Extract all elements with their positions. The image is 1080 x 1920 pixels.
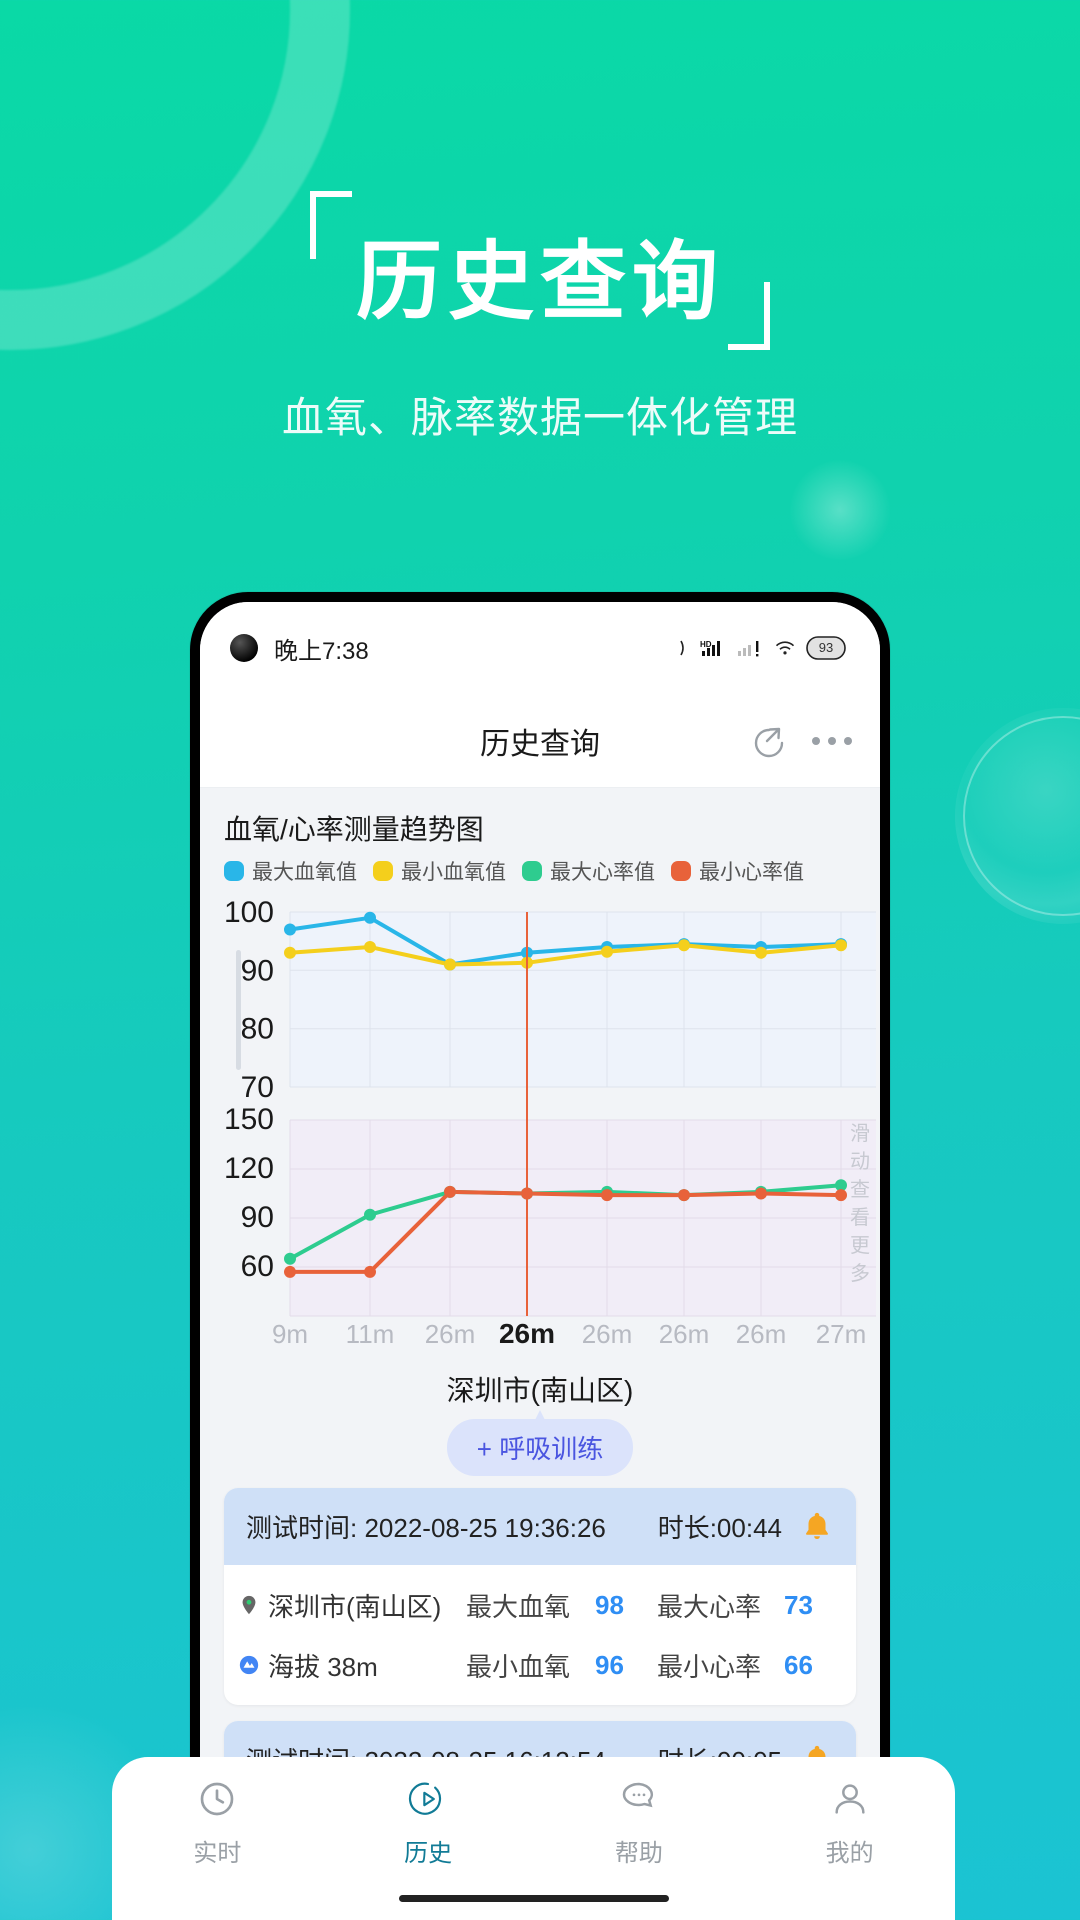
svg-text:90: 90 bbox=[241, 1201, 274, 1234]
svg-text:26m: 26m bbox=[736, 1319, 787, 1349]
svg-text:动: 动 bbox=[850, 1150, 870, 1173]
svg-text:100: 100 bbox=[224, 900, 274, 929]
svg-text:26m: 26m bbox=[425, 1319, 476, 1349]
svg-text:26m: 26m bbox=[499, 1318, 555, 1349]
svg-text:120: 120 bbox=[224, 1152, 274, 1185]
svg-text:9m: 9m bbox=[272, 1319, 308, 1349]
svg-text:11m: 11m bbox=[346, 1319, 395, 1349]
svg-text:HD: HD bbox=[700, 640, 712, 649]
svg-text:80: 80 bbox=[241, 1013, 274, 1046]
svg-text:26m: 26m bbox=[582, 1319, 633, 1349]
svg-text:70: 70 bbox=[241, 1071, 274, 1104]
svg-text:60: 60 bbox=[241, 1250, 274, 1283]
svg-text:26m: 26m bbox=[659, 1319, 710, 1349]
svg-text:更: 更 bbox=[850, 1235, 870, 1257]
svg-text:查: 查 bbox=[850, 1178, 870, 1201]
svg-text:93: 93 bbox=[819, 640, 833, 655]
svg-text:看: 看 bbox=[850, 1206, 870, 1229]
svg-text:27m: 27m bbox=[816, 1319, 867, 1349]
svg-text:多: 多 bbox=[850, 1262, 870, 1285]
svg-text:90: 90 bbox=[241, 954, 274, 987]
svg-text:150: 150 bbox=[224, 1103, 274, 1136]
svg-text:滑: 滑 bbox=[850, 1122, 870, 1145]
